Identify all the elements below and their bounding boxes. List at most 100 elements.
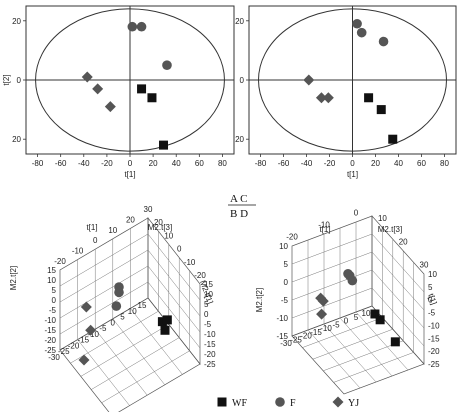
- grid-line: [323, 340, 404, 372]
- left-tick-label: -20: [44, 336, 56, 345]
- right-tick-label: -10: [204, 330, 216, 339]
- grid-line: [112, 318, 165, 385]
- top-tick-label: -20: [286, 233, 298, 242]
- data-point-f: [378, 36, 389, 47]
- data-point-f: [114, 287, 124, 298]
- x-tick-label: 0: [350, 159, 355, 168]
- top-tick-label: 30: [144, 205, 153, 214]
- right-tick-label: 10: [428, 270, 437, 279]
- data-point-f: [347, 275, 358, 286]
- axis-label: t[1]: [319, 225, 330, 234]
- grid-line: [77, 339, 130, 406]
- right-tick-label: -10: [428, 321, 440, 330]
- top-tick-label: 10: [378, 214, 387, 223]
- top-tick-label: -10: [318, 221, 330, 230]
- grid-line: [101, 350, 190, 404]
- grid-line: [59, 281, 149, 335]
- x-tick-label: -80: [32, 159, 44, 168]
- data-point-wf: [390, 337, 400, 347]
- bottom-tick-label: 0: [110, 318, 115, 327]
- left-tick-label: 15: [47, 266, 56, 275]
- data-point-yj: [316, 308, 328, 320]
- top-tick-label: -20: [54, 257, 66, 266]
- panel-b-3d-plot: -20-10010203020100-10-20151050-5-10-15-2…: [9, 205, 216, 412]
- grid-line: [302, 317, 383, 348]
- data-point-wf: [388, 134, 398, 144]
- right-tick-label: -15: [428, 334, 440, 343]
- grid-line: [95, 329, 148, 396]
- data-point-wf: [157, 317, 167, 327]
- bottom-tick-label: -20: [68, 341, 80, 350]
- right-tick-label: 5: [428, 283, 433, 292]
- grid-line: [130, 308, 183, 375]
- right-tick-label: 5: [204, 300, 209, 309]
- right-tick-label: 0: [428, 296, 433, 305]
- data-point-yj: [317, 295, 329, 307]
- right-tick-label: -20: [204, 350, 216, 359]
- bottom-tick-label: -5: [332, 320, 340, 329]
- right-tick-label: -5: [204, 320, 212, 329]
- legend-marker-yj: [332, 396, 344, 408]
- x-tick-label: -20: [324, 159, 336, 168]
- grid-line: [147, 265, 201, 333]
- grid-line: [291, 233, 373, 265]
- left-tick-label: 10: [47, 276, 56, 285]
- y-tick-label: 0: [240, 76, 245, 85]
- right-tick-label: -15: [204, 340, 216, 349]
- legend-label-yj: YJ: [348, 398, 359, 409]
- right-tick-label: 0: [204, 310, 209, 319]
- bottom-tick-label: -15: [310, 328, 322, 337]
- grid-line: [371, 287, 425, 347]
- bottom-tick-label: 10: [362, 309, 371, 318]
- x-tick-label: -60: [278, 159, 290, 168]
- panel-a-score-plot: -80 -60 -40 -20 0 20 40 60 80 20 0 20 t[1] t[2]: [2, 5, 235, 179]
- grid-line: [371, 269, 425, 329]
- top-tick-label: 20: [154, 218, 163, 227]
- bottom-tick-label: 15: [138, 301, 147, 310]
- right-tick-label: -25: [204, 360, 216, 369]
- data-point-wf: [364, 93, 374, 103]
- data-point-yj: [81, 71, 93, 83]
- data-point-wf: [162, 315, 172, 325]
- bottom-tick-label: -10: [87, 330, 99, 339]
- left-tick-label: -15: [276, 332, 288, 341]
- grid-line: [339, 317, 393, 377]
- data-point-f: [127, 21, 138, 32]
- top-tick-label: 10: [164, 231, 173, 240]
- grid-line: [70, 310, 159, 364]
- data-point-wf: [375, 315, 385, 325]
- bottom-tick-label: -30: [280, 339, 292, 348]
- bottom-tick-label: -25: [290, 335, 302, 344]
- x-tick-label: 60: [195, 159, 204, 168]
- data-point-f: [352, 18, 362, 29]
- top-tick-label: 0: [177, 245, 182, 254]
- x-tick-label: 40: [172, 159, 181, 168]
- grid-line: [355, 311, 409, 371]
- x-tick-label: -40: [301, 159, 313, 168]
- x-tick-label: 40: [394, 159, 403, 168]
- grid-line: [323, 323, 377, 383]
- axis-label: t[1]: [86, 223, 97, 232]
- data-point-wf: [137, 84, 147, 94]
- grid-line: [291, 287, 373, 319]
- x-tick-label: 60: [417, 159, 426, 168]
- data-point-yj: [78, 354, 90, 366]
- y-axis-label: t[2]: [2, 74, 11, 85]
- axis-label: M2.t[2]: [9, 266, 18, 290]
- bottom-tick-label: -20: [300, 332, 312, 341]
- grid-line: [59, 265, 149, 319]
- grid-line: [371, 233, 425, 293]
- left-tick-label: -5: [281, 296, 289, 305]
- x-tick-label: 20: [149, 159, 158, 168]
- data-point-f: [136, 21, 147, 32]
- x-tick-label: 0: [128, 159, 133, 168]
- data-point-wf: [376, 105, 386, 115]
- left-tick-label: -10: [44, 316, 56, 325]
- axis-label: M2.t[2]: [255, 288, 264, 312]
- panel-c-score-plot: -80 -60 -40 -20 0 20 40 60 80 20 0 20 t[1]: [235, 5, 457, 179]
- top-tick-label: 0: [354, 209, 359, 218]
- grid-line: [312, 328, 393, 360]
- data-point-wf: [370, 309, 380, 319]
- top-tick-label: 30: [420, 261, 429, 270]
